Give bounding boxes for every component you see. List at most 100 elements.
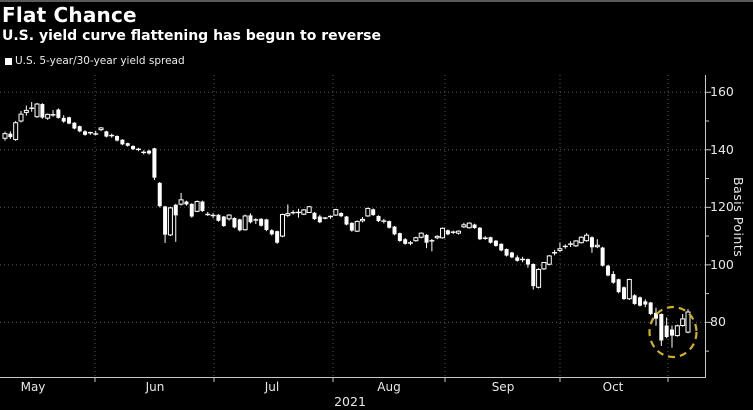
candle-up <box>98 127 104 131</box>
candle-down <box>125 143 130 146</box>
candle-down <box>531 263 536 287</box>
candle-up <box>546 255 552 265</box>
candle-up <box>536 268 542 288</box>
candle-doji <box>520 258 526 261</box>
candle-down <box>648 302 653 315</box>
candle-up <box>578 236 584 244</box>
candle-down <box>392 226 397 235</box>
candle-down <box>664 325 669 338</box>
candle-down <box>8 133 13 138</box>
candle-down <box>120 139 125 145</box>
candle-up <box>434 235 440 239</box>
x-tick-label-oct: Oct <box>602 380 624 394</box>
x-tick-label-sep: Sep <box>491 380 515 394</box>
candle-down <box>173 204 178 216</box>
candle-down <box>264 219 269 231</box>
candle-up <box>584 234 590 242</box>
candle-up <box>34 103 40 118</box>
candle-up <box>279 213 285 237</box>
candle-doji <box>135 148 141 151</box>
candle-down <box>269 230 274 235</box>
candle-up <box>23 109 29 113</box>
candle-down <box>488 237 493 243</box>
candle-up <box>301 209 307 215</box>
candle-doji <box>93 133 99 135</box>
candle-down <box>600 247 605 266</box>
candle-down <box>445 230 450 235</box>
candle-doji <box>552 252 558 254</box>
candle-down <box>643 301 648 305</box>
candle-down <box>472 224 477 229</box>
candle-down <box>104 131 109 137</box>
candle-down <box>659 314 664 341</box>
candle-down <box>200 201 205 212</box>
legend: U.S. 5-year/30-year yield spread <box>5 55 185 67</box>
candle-doji <box>205 213 211 216</box>
candle-doji <box>29 107 35 109</box>
candle-down <box>317 216 322 223</box>
candle-up <box>541 262 547 270</box>
candle-doji <box>87 131 93 134</box>
candle-down <box>621 287 626 300</box>
candle-down <box>509 252 514 258</box>
candle-down <box>611 274 616 283</box>
candle-up <box>18 113 24 122</box>
candle-doji <box>141 151 147 154</box>
candle-doji <box>429 240 435 242</box>
candle-up <box>2 133 8 139</box>
x-tick-label-aug: Aug <box>377 380 401 394</box>
candle-doji <box>568 243 574 245</box>
candle-down <box>371 209 376 216</box>
candle-down <box>157 182 162 207</box>
candle-doji <box>322 217 328 219</box>
candle-down <box>499 243 504 251</box>
candle-up <box>461 224 467 228</box>
candle-down <box>387 221 392 228</box>
candle-down <box>56 109 61 118</box>
candle-doji <box>253 219 259 221</box>
candle-up <box>680 318 686 327</box>
candle-down <box>424 234 429 243</box>
candle-down <box>232 217 237 228</box>
candle-down <box>515 257 520 261</box>
candle-up <box>557 248 563 251</box>
candle-down <box>589 237 594 248</box>
candle-doji <box>50 114 56 116</box>
candle-down <box>248 215 253 223</box>
candle-down <box>184 201 189 205</box>
candle-up <box>167 207 173 236</box>
candle-up <box>45 113 51 119</box>
candle-down <box>152 148 157 178</box>
candle-down <box>61 117 66 122</box>
candle-down <box>163 206 168 235</box>
candle-down <box>632 295 637 304</box>
y-axis-title: Basis Points <box>731 177 746 258</box>
candle-down <box>147 150 152 154</box>
chart-title: Flat Chance <box>2 3 137 27</box>
candle-down <box>616 279 621 293</box>
y-tick-label-140: 140 <box>710 142 734 157</box>
candle-up <box>413 237 419 242</box>
candle-down <box>131 146 136 150</box>
candle-down <box>216 214 221 221</box>
candle-up <box>194 201 200 212</box>
candle-down <box>477 227 482 240</box>
candle-down <box>344 216 349 225</box>
y-tick-label-160: 160 <box>710 84 734 99</box>
candle-up <box>178 199 184 205</box>
candle-down <box>504 249 509 256</box>
candle-doji <box>210 214 216 217</box>
candle-up <box>226 214 232 220</box>
candle-up <box>13 122 19 140</box>
candle-down <box>653 312 658 319</box>
candle-up <box>242 215 248 231</box>
candle-doji <box>290 211 296 214</box>
candle-up <box>626 278 632 300</box>
top-border-line <box>0 0 753 2</box>
candle-down <box>525 259 530 265</box>
candle-up <box>685 311 691 333</box>
x-axis-year-label: 2021 <box>334 394 366 409</box>
candle-down <box>339 213 344 217</box>
x-tick-label-jul: Jul <box>264 380 280 394</box>
